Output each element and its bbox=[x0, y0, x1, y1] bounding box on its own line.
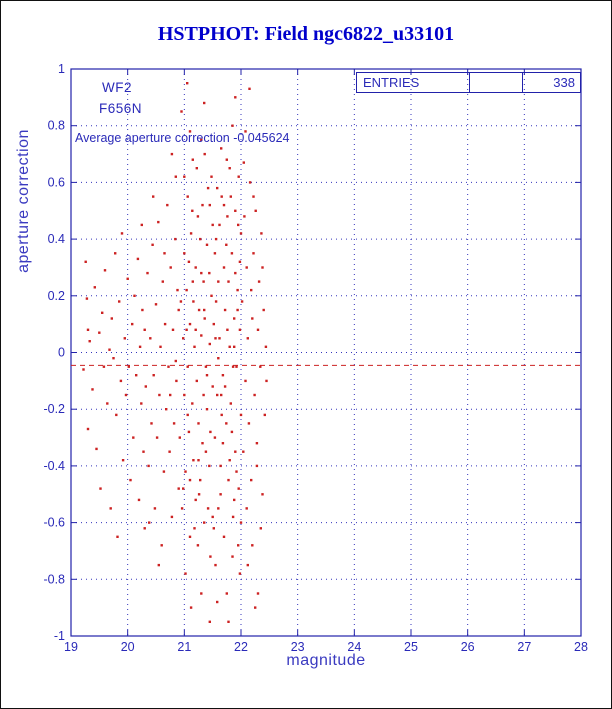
svg-text:21: 21 bbox=[177, 640, 191, 654]
svg-text:25: 25 bbox=[404, 640, 418, 654]
svg-text:26: 26 bbox=[461, 640, 475, 654]
entries-label: ENTRIES bbox=[363, 75, 420, 90]
svg-text:28: 28 bbox=[574, 640, 588, 654]
svg-text:-0.6: -0.6 bbox=[43, 516, 65, 530]
svg-text:23: 23 bbox=[291, 640, 305, 654]
svg-text:-0.2: -0.2 bbox=[43, 402, 65, 416]
entries-value: 338 bbox=[553, 75, 575, 90]
svg-text:0.6: 0.6 bbox=[48, 175, 65, 189]
stat-box-divider bbox=[522, 73, 524, 92]
x-axis-label: magnitude bbox=[286, 652, 366, 669]
svg-text:27: 27 bbox=[517, 640, 531, 654]
stat-box-divider bbox=[468, 73, 470, 92]
svg-text:1: 1 bbox=[58, 62, 65, 76]
svg-text:-1: -1 bbox=[54, 629, 65, 643]
svg-text:22: 22 bbox=[234, 640, 248, 654]
y-axis-label: aperture correction bbox=[15, 129, 32, 273]
svg-text:0.2: 0.2 bbox=[48, 289, 65, 303]
average-correction-label: Average aperture correction -0.045624 bbox=[75, 131, 290, 145]
svg-text:-0.4: -0.4 bbox=[43, 459, 65, 473]
camera-label: WF2 bbox=[102, 80, 132, 95]
svg-text:-0.8: -0.8 bbox=[43, 572, 65, 586]
svg-text:0.4: 0.4 bbox=[48, 232, 65, 246]
svg-text:24: 24 bbox=[347, 640, 361, 654]
svg-text:0.8: 0.8 bbox=[48, 119, 65, 133]
svg-text:19: 19 bbox=[64, 640, 78, 654]
svg-text:0: 0 bbox=[58, 346, 65, 360]
filter-label: F656N bbox=[99, 101, 143, 116]
entries-stat-box: ENTRIES 338 bbox=[356, 72, 581, 93]
page-title: HSTPHOT: Field ngc6822_u33101 bbox=[157, 23, 455, 45]
svg-text:20: 20 bbox=[121, 640, 135, 654]
